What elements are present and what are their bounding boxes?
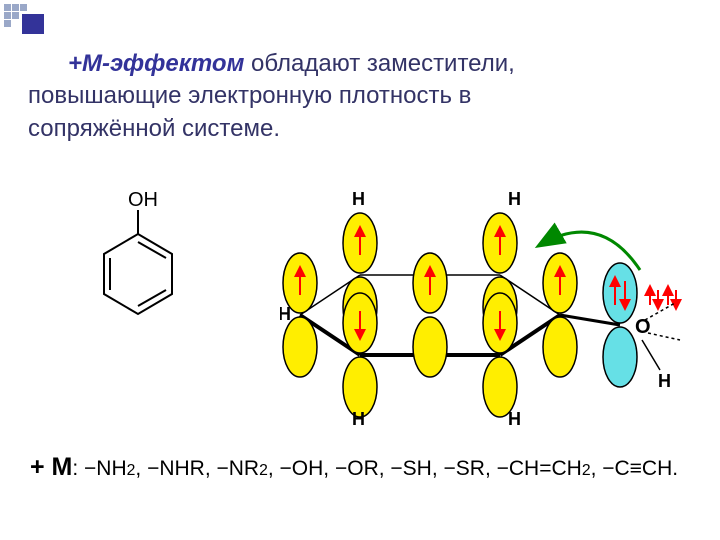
m-label: + М: [30, 453, 72, 481]
text-rest-3: сопряжённой системе.: [28, 115, 280, 142]
svg-text:H: H: [280, 304, 291, 324]
m-items: : −NH2, −NHR, −NR2, −OH, −OR, −SH, −SR, …: [72, 457, 678, 480]
m-effect-list: + М: −NH2, −NHR, −NR2, −OH, −OR, −SH, −S…: [30, 450, 690, 485]
slide-corner-decoration: [4, 4, 64, 34]
svg-text:H: H: [352, 189, 365, 209]
oh-label: OH: [128, 190, 158, 211]
svg-text:O: O: [635, 316, 651, 338]
svg-text:H: H: [658, 371, 671, 391]
description-text: +М-эффектом обладают заместители, повыша…: [28, 48, 688, 145]
text-rest-2: повышающие электронную плотность в: [28, 82, 471, 109]
svg-text:H: H: [508, 189, 521, 209]
lead-term: +М-эффектом: [68, 50, 244, 77]
orbital-diagram: H H H H H O H: [280, 175, 700, 440]
text-rest-1: обладают заместители,: [244, 50, 514, 77]
phenol-structure: OH: [60, 190, 190, 365]
svg-text:H: H: [508, 409, 521, 429]
svg-text:H: H: [352, 409, 365, 429]
